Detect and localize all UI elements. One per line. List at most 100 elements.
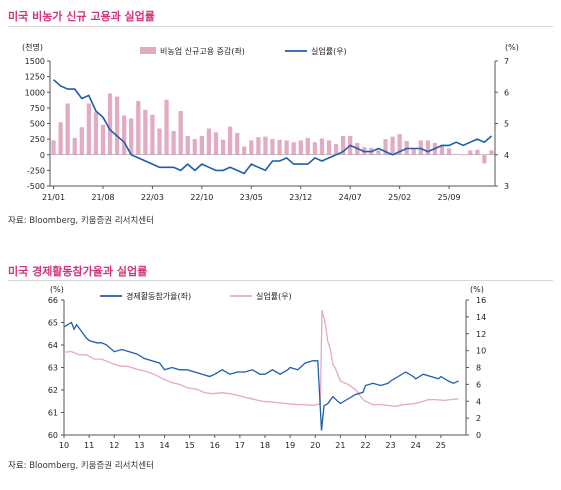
chart1-x-tick-label: 22/10 <box>190 193 213 202</box>
chart2-right-tick-label: 10 <box>476 347 486 356</box>
chart2-left-tick-label: 66 <box>48 296 58 305</box>
chart1-right-tick-label: 6 <box>504 88 509 97</box>
chart2-title-rule <box>8 280 553 281</box>
chart2-left-tick-label: 60 <box>48 431 58 440</box>
chart1-bar <box>199 136 204 155</box>
chart2-x-tick-label: 24 <box>411 441 421 450</box>
chart1-axes <box>47 60 498 189</box>
chart1-left-tick-label: 1250 <box>25 73 45 82</box>
chart1-x-tick-label: 24/07 <box>339 193 362 202</box>
chart1-bar <box>376 150 381 155</box>
chart1-bar <box>425 140 431 155</box>
chart1-left-tick-label: -250 <box>27 166 45 175</box>
chart1-bar <box>482 154 487 164</box>
chart1-title-rule <box>8 26 553 27</box>
chart1-bar <box>136 101 141 155</box>
chart1-bar <box>72 137 77 155</box>
chart2-x-tick-label: 14 <box>159 441 169 450</box>
chart1-bar <box>228 126 233 155</box>
chart1-bar <box>171 131 176 155</box>
chart1-bar <box>298 140 303 155</box>
chart1-bar <box>242 146 247 155</box>
chart1-bar <box>220 139 226 155</box>
chart1-bar <box>468 150 473 155</box>
chart2-x-tick-label: 20 <box>310 441 320 450</box>
chart1-bar <box>107 93 113 155</box>
chart2-x-tick-label: 17 <box>235 441 245 450</box>
chart1-source: 자료: Bloomberg, 키움증권 리서치센터 <box>8 216 154 226</box>
chart1-left-unit: (천명) <box>22 42 43 52</box>
chart1-bar <box>341 136 346 155</box>
chart1-line <box>52 79 493 175</box>
chart1-bar <box>65 103 70 155</box>
chart1-bar <box>439 144 445 155</box>
chart2-left-unit: (%) <box>50 285 64 294</box>
chart1-x-tick-label: 21/01 <box>42 193 65 202</box>
chart2-right-tick-label: 12 <box>476 330 486 339</box>
chart1-x-tick-label: 22/03 <box>141 193 164 202</box>
chart1-bar <box>284 140 289 155</box>
chart1-title: 미국 비농가 신규 고용과 실업률 <box>8 10 155 23</box>
chart1-bar <box>213 132 219 155</box>
chart1-left-tick-label: 250 <box>30 135 45 144</box>
chart1-bar <box>206 128 212 155</box>
chart1-bar <box>333 144 339 155</box>
chart1-svg: 1500 1250 1000 750 500 250 0 -250 -500 7 6 5 4 3 21/01… <box>22 42 519 202</box>
chart1-x-tick-label: 21/08 <box>91 193 114 202</box>
chart1-bar <box>475 149 480 155</box>
chart2-x-tick-label: 15 <box>185 441 195 450</box>
chart1-bar <box>263 136 268 155</box>
chart2-right-tick-label: 4 <box>476 397 481 406</box>
chart2-x-tick-label: 22 <box>360 441 370 450</box>
chart1-x-tick-label: 25/02 <box>388 193 411 202</box>
chart2-x-tick-label: 23 <box>386 441 396 450</box>
chart2-title: 미국 경제활동참가율과 실업률 <box>8 265 148 278</box>
chart1-bar <box>100 124 106 155</box>
chart1-bar <box>319 138 325 155</box>
chart2-left-tick-label: 63 <box>48 364 58 373</box>
chart2-right-tick-label: 14 <box>476 313 486 322</box>
chart1-bar <box>157 128 162 155</box>
chart2-right-tick-label: 8 <box>476 364 481 373</box>
chart1-left-tick-label: -500 <box>27 182 45 191</box>
chart1-x-tick-label: 23/05 <box>240 193 263 202</box>
chart2-x-tick-label: 21 <box>335 441 345 450</box>
chart2-lines <box>63 309 459 431</box>
chart2-right-tick-label: 16 <box>476 296 486 305</box>
chart2-right-tick-label: 0 <box>476 431 481 440</box>
chart1-bar <box>129 118 134 155</box>
chart1-right-tick-label: 4 <box>504 151 509 160</box>
chart1-right-tick-label: 7 <box>504 57 509 66</box>
chart2-x-tick-label: 16 <box>210 441 220 450</box>
chart1-bar <box>51 140 56 155</box>
chart1-bar <box>58 122 63 155</box>
chart2-x-tick-label: 10 <box>59 441 69 450</box>
chart2-unemployment-line <box>63 309 459 407</box>
chart1-bar <box>185 136 190 155</box>
chart2-source: 자료: Bloomberg, 키움증권 리서치센터 <box>8 461 154 471</box>
chart1-right-tick-label: 5 <box>504 120 509 129</box>
chart2-participation-line <box>63 321 459 431</box>
chart1-bar <box>277 139 282 155</box>
chart2-axes <box>61 299 469 438</box>
chart2-left-tick-label: 62 <box>48 386 58 395</box>
chart1-bar <box>256 137 261 155</box>
chart1-right-tick-label: 3 <box>504 182 509 191</box>
chart1-bar <box>418 140 423 155</box>
chart1-bar <box>114 96 120 155</box>
chart2-x-tick-label: 12 <box>109 441 119 450</box>
chart1-bars <box>51 93 494 164</box>
chart1-legend-bar-label: 비농업 신규고용 증감(좌) <box>160 46 245 56</box>
chart2-x-tick-label: 13 <box>134 441 144 450</box>
chart1-bar <box>192 139 197 155</box>
chart1-bar <box>383 139 388 155</box>
chart1-bar <box>397 134 402 155</box>
chart1-left-tick-label: 500 <box>30 120 45 129</box>
chart2-x-tick-label: 25 <box>436 441 446 450</box>
chart1-bar <box>122 115 127 155</box>
chart1-bar <box>312 142 317 155</box>
chart1-bar <box>270 139 275 155</box>
chart1-left-tick-label: 1000 <box>25 88 45 97</box>
chart1-left-tick-label: 750 <box>30 104 45 113</box>
